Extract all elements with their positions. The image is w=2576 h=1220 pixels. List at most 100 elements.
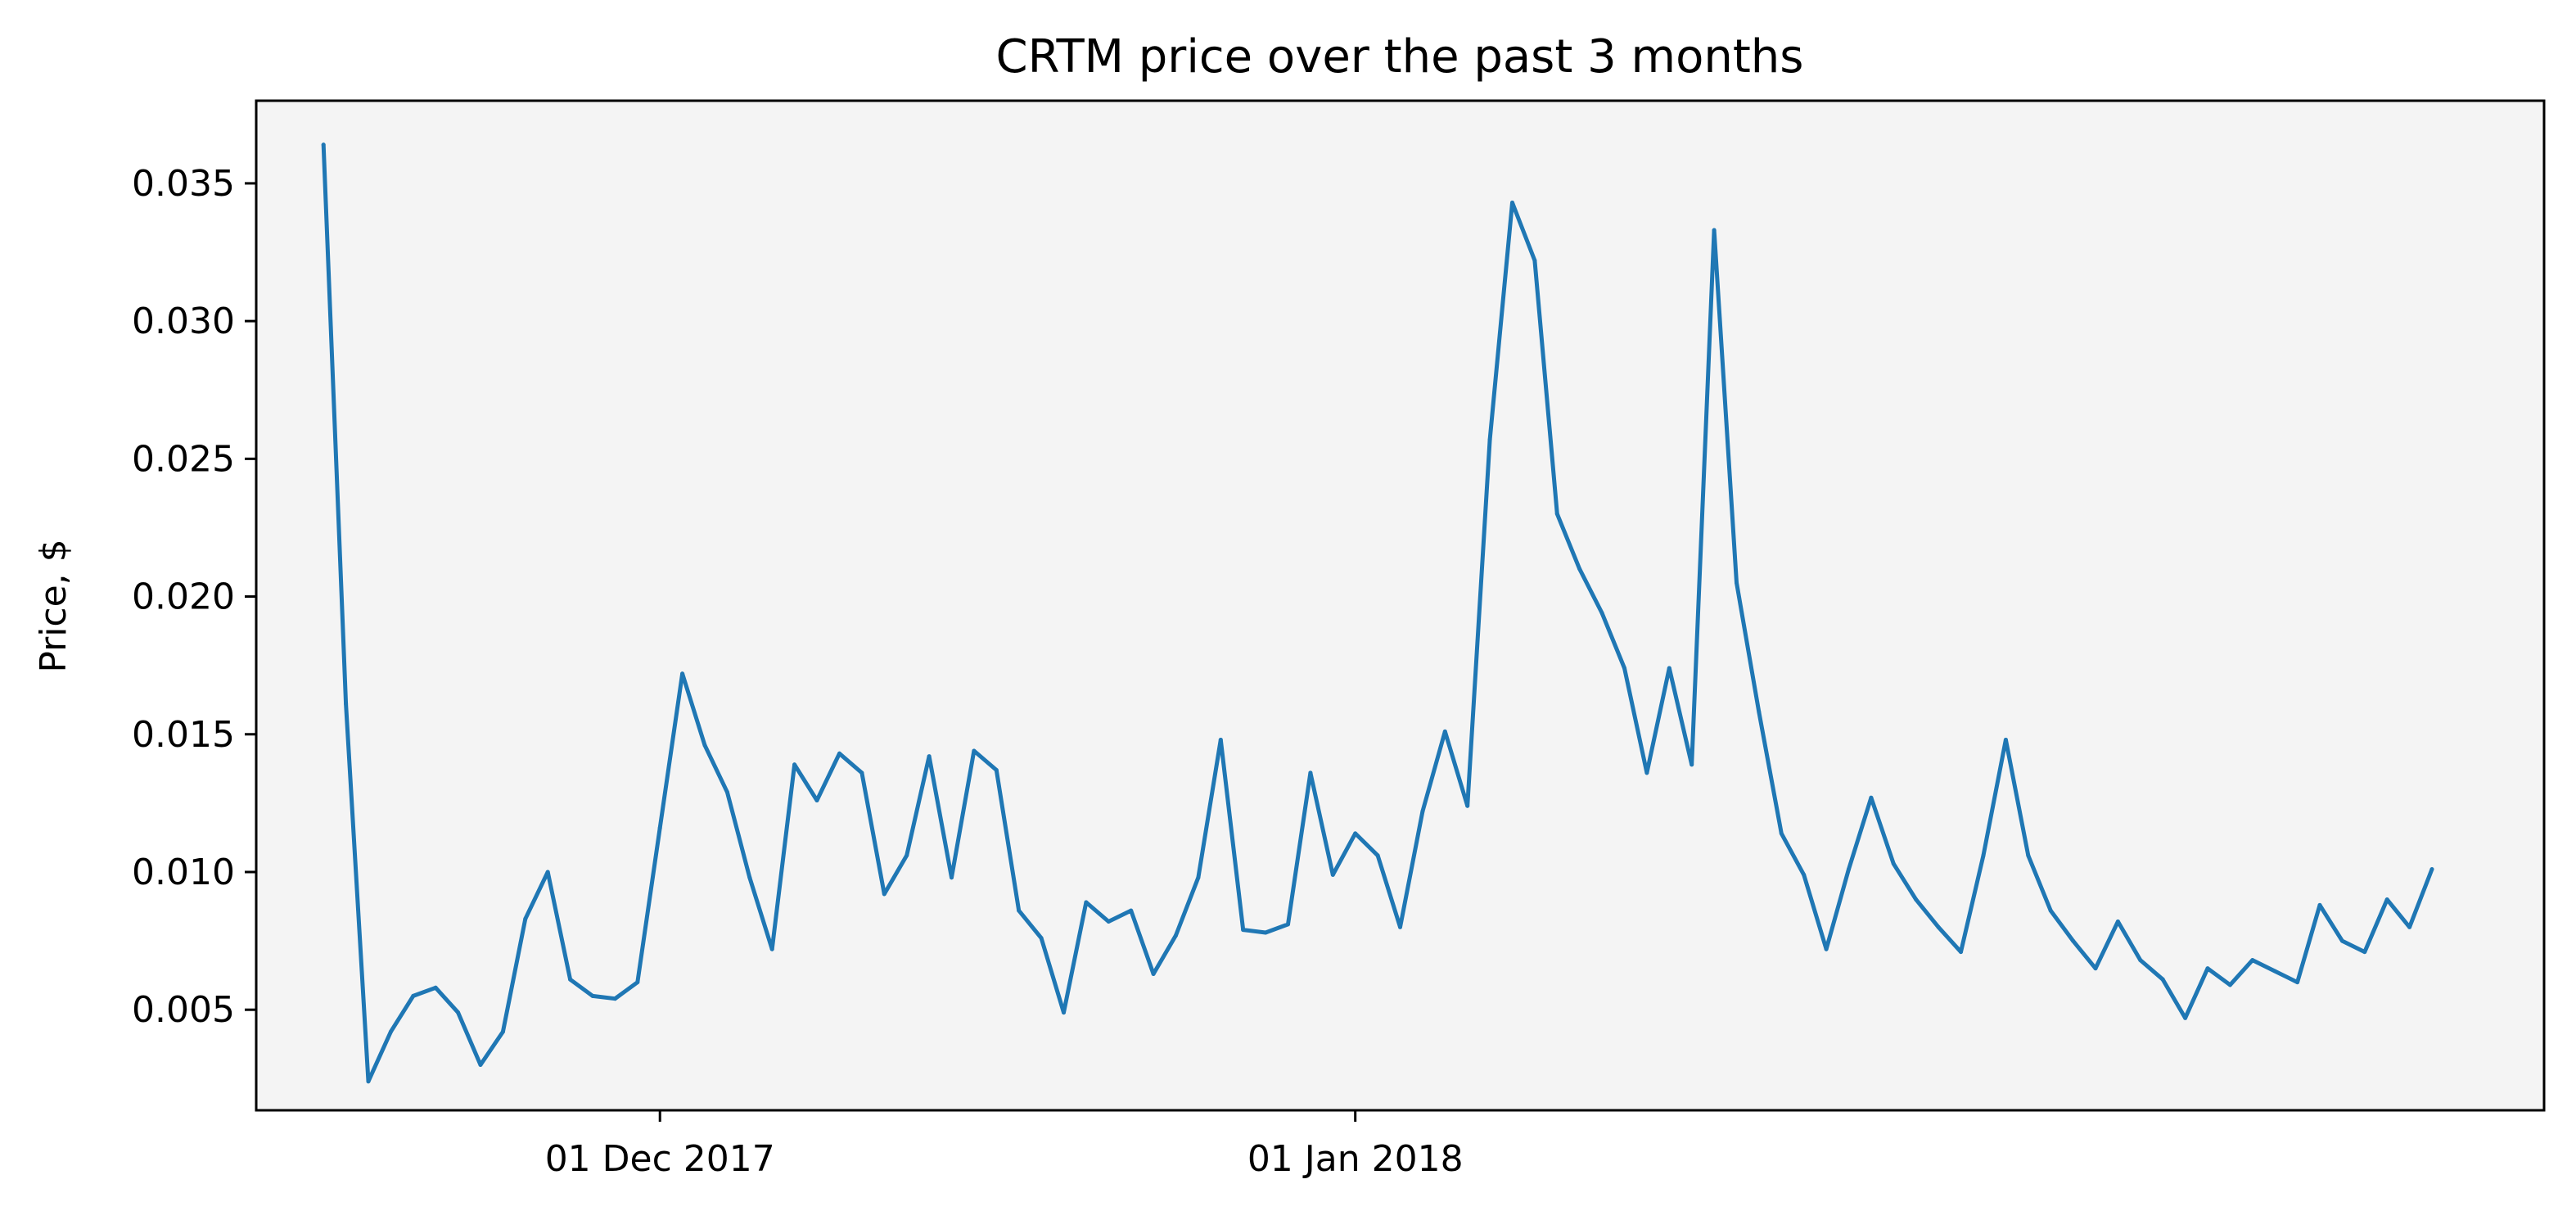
data-point (411, 993, 416, 998)
data-point (1151, 972, 1156, 976)
data-point (1959, 950, 1963, 955)
y-tick-label: 0.010 (132, 852, 235, 893)
data-point (1330, 872, 1335, 877)
data-point (1869, 795, 1874, 800)
data-point (1510, 201, 1514, 205)
data-point (568, 977, 573, 982)
data-point (1286, 922, 1290, 927)
data-point (2003, 738, 2008, 742)
data-point (2362, 950, 2367, 955)
data-point (1084, 900, 1089, 905)
data-point (972, 748, 977, 753)
data-point (2071, 938, 2076, 943)
data-point (2384, 897, 2389, 902)
data-point (2205, 966, 2210, 971)
data-point (747, 875, 752, 880)
data-point (792, 762, 797, 767)
data-point (1420, 809, 1425, 814)
data-point (814, 798, 819, 802)
data-point (1218, 738, 1223, 742)
data-point (859, 770, 864, 775)
data-point (388, 1029, 393, 1034)
chart-title: CRTM price over the past 3 months (996, 30, 1804, 84)
data-point (1802, 872, 1807, 877)
data-point (545, 870, 550, 874)
data-point (769, 947, 774, 951)
data-point (2048, 908, 2053, 913)
data-point (635, 980, 640, 985)
data-point (1554, 512, 1559, 517)
data-point (2160, 977, 2165, 982)
data-point (321, 142, 326, 147)
data-point (1981, 853, 1986, 858)
data-point (590, 993, 595, 998)
data-point (2227, 983, 2232, 987)
data-point (366, 1079, 371, 1084)
y-tick-label: 0.030 (132, 300, 235, 342)
data-point (2407, 924, 2412, 929)
data-point (1487, 437, 1492, 442)
data-point (1398, 924, 1402, 929)
data-point (1622, 666, 1626, 671)
data-point (1599, 611, 1604, 616)
data-point (1062, 1010, 1066, 1015)
data-point (612, 996, 617, 1001)
data-point (1129, 908, 1134, 913)
data-point (1690, 762, 1694, 767)
data-point (1757, 710, 1762, 715)
data-point (1936, 924, 1941, 929)
data-point (657, 825, 662, 830)
data-point (1532, 258, 1537, 263)
x-axis: 01 Dec 2017 01 Jan 2018 (545, 1110, 1464, 1180)
data-point (1644, 770, 1649, 775)
data-point (905, 853, 909, 858)
data-point (2138, 958, 2143, 963)
data-point (1375, 853, 1380, 858)
data-point (478, 1063, 483, 1067)
data-point (1735, 581, 1739, 585)
data-point (456, 1010, 461, 1015)
data-point (1106, 920, 1111, 924)
y-tick-label: 0.015 (132, 714, 235, 756)
data-point (1039, 936, 1044, 941)
x-tick-label: 01 Jan 2018 (1247, 1138, 1464, 1180)
data-point (2250, 958, 2255, 963)
data-point (1577, 567, 1582, 572)
y-tick-label: 0.035 (132, 163, 235, 205)
data-point (702, 743, 707, 748)
data-point (1779, 831, 1784, 836)
data-point (724, 789, 729, 794)
data-point (1308, 770, 1313, 775)
data-point (950, 875, 954, 880)
data-point (1017, 908, 1022, 913)
plot-area (256, 101, 2544, 1110)
data-point (927, 754, 932, 759)
data-point (2026, 853, 2031, 858)
data-point (1847, 867, 1851, 872)
data-point (680, 671, 685, 676)
data-point (1241, 928, 1246, 933)
data-point (837, 751, 841, 756)
plot-frame (255, 99, 2546, 1112)
data-point (1353, 831, 1358, 836)
data-point (2317, 902, 2322, 907)
data-point (1263, 930, 1268, 935)
data-point (2115, 920, 2120, 924)
data-point (1465, 803, 1470, 808)
data-point (994, 768, 999, 772)
x-tick-label: 01 Dec 2017 (545, 1138, 775, 1180)
data-point (1712, 228, 1717, 233)
data-point (2272, 969, 2277, 974)
data-point (1914, 897, 1919, 902)
data-point (1196, 875, 1201, 880)
data-point (2183, 1015, 2188, 1020)
data-point (2295, 980, 2300, 985)
data-point (433, 985, 438, 990)
data-point (1891, 861, 1896, 866)
data-point (882, 892, 886, 897)
y-axis-label: Price, $ (33, 539, 74, 672)
data-point (2339, 938, 2344, 943)
y-tick-label: 0.020 (132, 576, 235, 618)
data-point (1824, 947, 1829, 951)
